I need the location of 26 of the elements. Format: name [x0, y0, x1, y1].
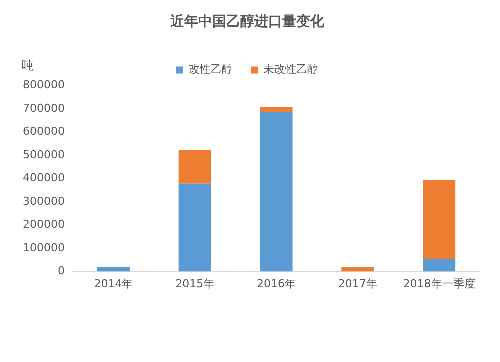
y-tick-label: 600000 [22, 125, 65, 138]
bar [178, 150, 212, 184]
bar [260, 112, 293, 272]
y-axis-title: 吨 [22, 58, 34, 72]
x-tick-label: 2018年一季度 [403, 277, 476, 290]
legend-label: 未改性乙醇 [264, 63, 318, 76]
y-tick-label: 400000 [22, 172, 65, 185]
y-tick-label: 800000 [22, 78, 65, 92]
bar [178, 184, 212, 272]
x-tick-label: 2014年 [94, 277, 134, 290]
x-tick-label: 2016年 [256, 277, 296, 290]
x-tick-label: 2017年 [338, 277, 378, 290]
x-tick-label: 2015年 [176, 277, 215, 290]
y-tick-label: 300000 [22, 194, 65, 208]
bar [423, 180, 456, 260]
bar [260, 107, 293, 113]
bar [342, 267, 374, 272]
y-tick-label: 700000 [22, 102, 65, 115]
bar [423, 259, 456, 272]
y-tick-label: 500000 [22, 148, 65, 162]
legend-label: 改性乙醇 [189, 63, 233, 76]
chart-title: 近年中国乙醇进口量变化 [170, 13, 326, 30]
y-tick-label: 0 [58, 264, 65, 278]
bar [97, 267, 130, 272]
y-tick-label: 100000 [22, 241, 65, 254]
y-tick-label: 200000 [22, 218, 65, 232]
